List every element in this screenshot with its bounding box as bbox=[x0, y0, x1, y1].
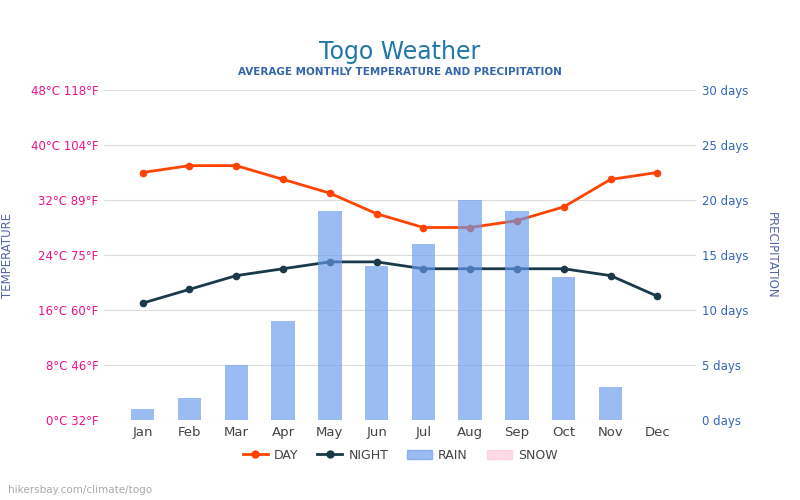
Bar bbox=[506, 211, 529, 420]
Text: AVERAGE MONTHLY TEMPERATURE AND PRECIPITATION: AVERAGE MONTHLY TEMPERATURE AND PRECIPIT… bbox=[238, 67, 562, 77]
Bar bbox=[271, 321, 294, 420]
Y-axis label: PRECIPITATION: PRECIPITATION bbox=[765, 212, 778, 298]
Bar bbox=[552, 277, 575, 420]
Title: Togo Weather: Togo Weather bbox=[319, 40, 481, 64]
Y-axis label: TEMPERATURE: TEMPERATURE bbox=[1, 212, 14, 298]
Legend: DAY, NIGHT, RAIN, SNOW: DAY, NIGHT, RAIN, SNOW bbox=[238, 444, 562, 466]
Bar bbox=[458, 200, 482, 420]
Bar bbox=[178, 398, 201, 420]
Bar bbox=[365, 266, 388, 420]
Bar bbox=[131, 409, 154, 420]
Text: hikersbay.com/climate/togo: hikersbay.com/climate/togo bbox=[8, 485, 152, 495]
Bar bbox=[318, 211, 342, 420]
Bar bbox=[599, 387, 622, 420]
Bar bbox=[225, 365, 248, 420]
Bar bbox=[412, 244, 435, 420]
